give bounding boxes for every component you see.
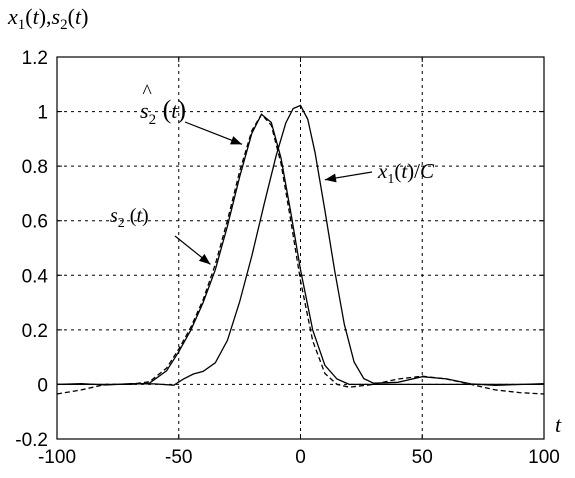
y-tick-label: 1 (37, 103, 48, 124)
svg-text:s2 (t): s2 (t) (140, 95, 186, 128)
series-line-1 (57, 113, 544, 386)
x-axis-label: t (555, 412, 562, 437)
annotation-arrow-head (230, 136, 243, 145)
annotation-x1-over-c: x1(t)/C (377, 159, 435, 187)
series-line-3 (56, 104, 545, 386)
x-tick-label: 100 (528, 447, 560, 468)
y-axis-label: x1(t),s2(t) (7, 4, 88, 33)
grid-lines (57, 57, 544, 439)
y-tick-label: 0.2 (22, 321, 48, 342)
x-tick-label: -50 (165, 447, 192, 468)
y-tick-label: 0 (37, 375, 48, 396)
y-tick-label: 0.4 (22, 266, 49, 287)
y-tick-label: 1.2 (22, 48, 48, 69)
x-tick-label: 0 (295, 447, 306, 468)
y-tick-label: 0.8 (22, 157, 48, 178)
annotation-arrows (174, 121, 373, 265)
x-tick-label: 50 (412, 447, 433, 468)
svg-text:x1(t)/C: x1(t)/C (377, 159, 435, 187)
svg-text:s2 (t): s2 (t) (110, 205, 149, 231)
tick-layer: -100 -50 0 50 100 -0.2 0 0.2 0.4 0.6 0.8 1 1.2 (15, 48, 560, 468)
series-layer (56, 104, 545, 395)
annotation-s2-hat: s2 (t) ^ (140, 81, 186, 128)
annotation-arrow-head (198, 253, 211, 265)
y-tick-label: -0.2 (15, 430, 48, 451)
annotation-s2: s2 (t) (110, 205, 149, 231)
svg-text:^: ^ (142, 81, 152, 103)
x-tick-label: -100 (38, 447, 76, 468)
y-tick-label: 0.6 (22, 212, 48, 233)
annotation-arrow-head (324, 173, 337, 183)
